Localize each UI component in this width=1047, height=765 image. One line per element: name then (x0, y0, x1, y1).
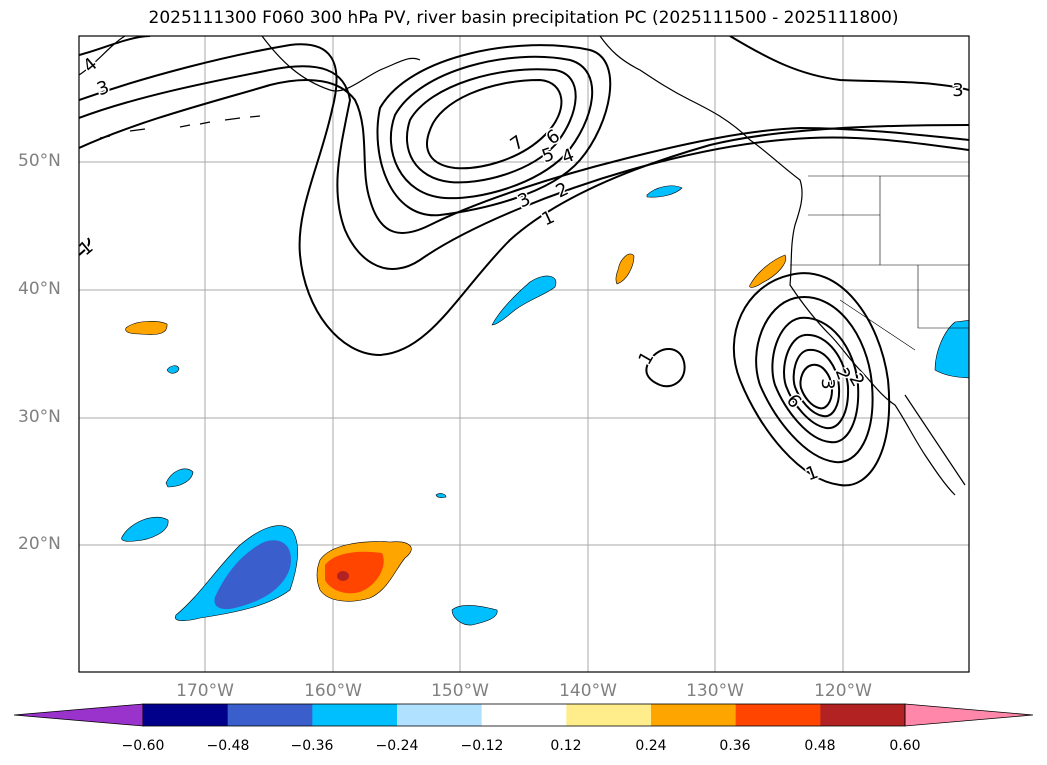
colorbar-segment (227, 704, 313, 726)
pv-contour-west-1 (79, 237, 91, 256)
colorbar-segment (566, 704, 652, 726)
precip-positive-hawaii-core (325, 551, 384, 594)
lon-label-150w: 150°W (431, 681, 489, 701)
colorbar-segment (143, 704, 229, 726)
colorbar-extend-max (904, 703, 1034, 727)
precip-negative-small-4 (451, 605, 498, 626)
colorbar-segment (397, 704, 483, 726)
pv-low-ring-1 (732, 272, 891, 487)
us-state-borders (790, 175, 969, 351)
colorbar-segment (735, 704, 821, 726)
colorbar-tick: 0.24 (635, 738, 667, 754)
colorbar-frame (142, 703, 906, 727)
pv-low-ring-5 (792, 348, 841, 418)
colorbar (13, 703, 1034, 727)
precip-positive-coast (749, 254, 787, 288)
plot-frame (78, 35, 970, 673)
colorbar-segment (820, 704, 906, 726)
precip-negative-small-2 (165, 468, 194, 488)
precip-positive-hawaii-peak (337, 571, 349, 581)
lon-label-160w: 160°W (304, 681, 362, 701)
pv-contour-1 (79, 43, 969, 357)
alaska-coast (79, 36, 956, 496)
colorbar-tick: −0.48 (206, 738, 250, 754)
colorbar-tick: −0.24 (375, 738, 419, 754)
gridlines (79, 36, 969, 672)
pv-low-ring-2 (755, 296, 874, 464)
contour-label: 3 (817, 378, 838, 389)
pv-contour-4 (376, 44, 612, 217)
precip-positive-west (125, 321, 168, 335)
colorbar-tick: −0.60 (121, 738, 165, 754)
colorbar-tick: 0.36 (719, 738, 751, 754)
lat-label-20n: 20°N (18, 534, 61, 554)
map-title: 2025111300 F060 300 hPa PV, river basin … (148, 8, 899, 28)
colorbar-segment (312, 704, 398, 726)
lon-label-120w: 120°W (814, 681, 872, 701)
colorbar-tick: 0.12 (550, 738, 582, 754)
precip-shading (121, 185, 969, 626)
precip-negative-north (646, 185, 683, 198)
contour-label: 3 (952, 80, 963, 101)
precip-negative-mid (491, 275, 557, 326)
pv-contour-6 (405, 68, 577, 184)
aleutian-islands (99, 115, 261, 139)
precip-negative-small-1 (121, 516, 169, 542)
pv-low-ring-6 (799, 363, 834, 410)
precip-negative-small-5 (435, 493, 447, 498)
pv-low-ring-3 (771, 316, 860, 444)
lat-label-40n: 40°N (18, 279, 61, 299)
colorbar-tick: 0.48 (804, 738, 836, 754)
pv-contour-east-3 (729, 36, 969, 91)
pv-contour-3 (79, 79, 969, 234)
precip-negative-south-core (214, 540, 291, 610)
lon-label-170w: 170°W (176, 681, 234, 701)
lat-label-30n: 30°N (18, 407, 61, 427)
precip-negative-east (934, 320, 969, 379)
pv-contour-west-3 (79, 36, 151, 56)
colorbar-segment (651, 704, 737, 726)
pv-contour-2 (79, 65, 969, 270)
pv-contour-loop-1 (645, 348, 686, 388)
colorbar-segments (13, 703, 1034, 727)
colorbar-tick: −0.36 (290, 738, 334, 754)
colorbar-extend-min (13, 703, 144, 727)
lon-label-130w: 130°W (686, 681, 744, 701)
pv-low-ring-4 (783, 333, 850, 430)
lat-label-50n: 50°N (18, 151, 61, 171)
pv-contour-5 (390, 55, 594, 200)
baja-coast (904, 394, 966, 486)
colorbar-tick: 0.60 (889, 738, 921, 754)
precip-negative-small-3 (166, 365, 180, 374)
precip-positive-mid (615, 253, 635, 285)
lon-label-140w: 140°W (559, 681, 617, 701)
pv-contours (79, 36, 969, 487)
colorbar-tick: −0.12 (460, 738, 504, 754)
pv-contour-7 (426, 78, 563, 170)
colorbar-segment (481, 704, 567, 726)
